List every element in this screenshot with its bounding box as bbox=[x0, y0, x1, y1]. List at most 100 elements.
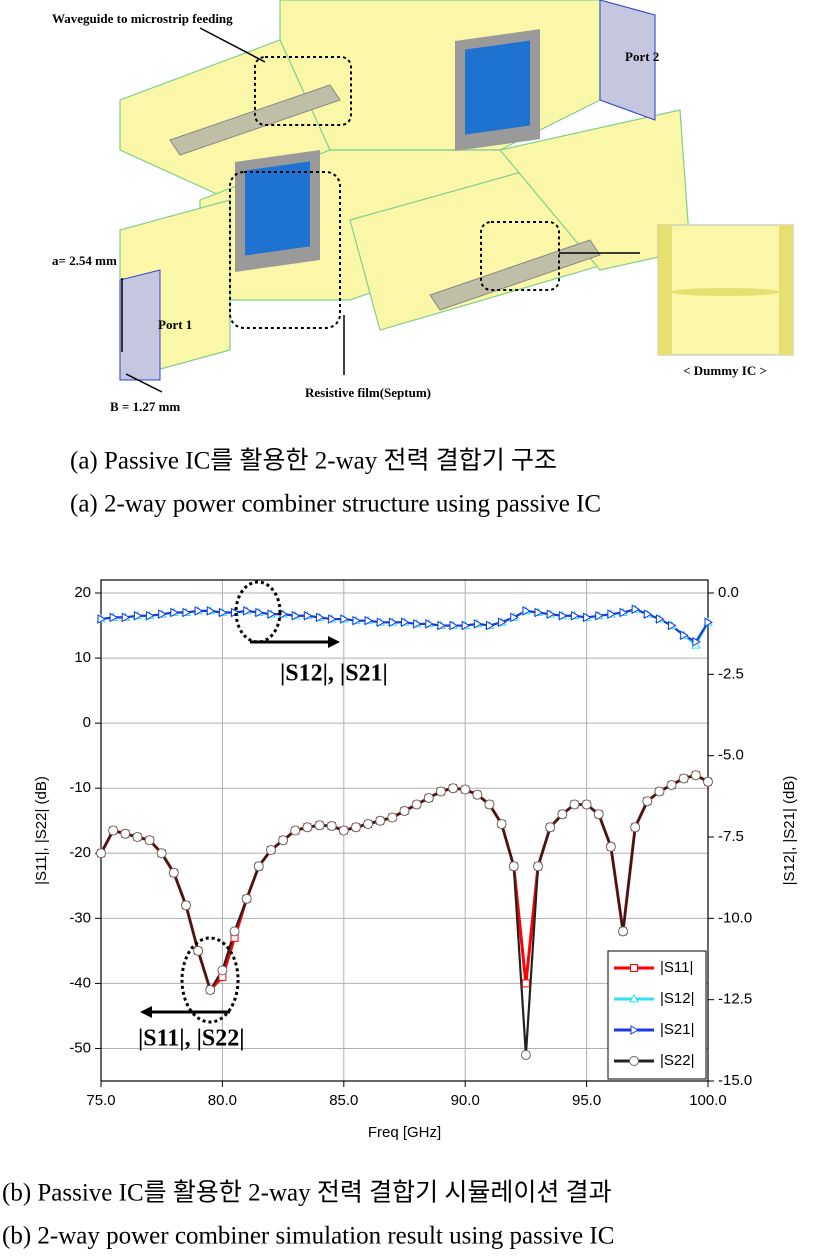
marker bbox=[340, 614, 349, 624]
marker bbox=[642, 796, 653, 807]
marker bbox=[328, 614, 337, 624]
marker bbox=[121, 612, 131, 623]
caption: (b) 2-way power combiner simulation resu… bbox=[2, 1223, 614, 1250]
marker bbox=[569, 799, 580, 810]
marker bbox=[387, 812, 398, 823]
marker bbox=[680, 630, 689, 641]
x-tick-label: 90.0 bbox=[451, 1092, 480, 1109]
y-tick-label: -30 bbox=[69, 909, 91, 926]
marker bbox=[108, 825, 119, 836]
y-tick-label: 20 bbox=[74, 584, 91, 601]
marker bbox=[605, 841, 616, 852]
marker bbox=[473, 619, 483, 629]
y-tick-label: 0 bbox=[83, 714, 91, 731]
marker bbox=[302, 822, 313, 833]
marker bbox=[692, 636, 701, 647]
marker bbox=[411, 799, 422, 810]
y2-tick-label: -5.0 bbox=[718, 747, 744, 764]
marker bbox=[435, 786, 446, 797]
marker bbox=[291, 610, 301, 621]
marker bbox=[267, 609, 276, 620]
marker bbox=[521, 979, 530, 988]
x-tick-label: 75.0 bbox=[86, 1092, 115, 1109]
marker bbox=[581, 799, 592, 810]
marker bbox=[156, 848, 167, 859]
plot-frame bbox=[100, 579, 709, 1082]
marker bbox=[607, 609, 616, 620]
marker bbox=[205, 984, 216, 995]
marker bbox=[241, 893, 252, 904]
marker bbox=[413, 619, 422, 629]
marker bbox=[522, 606, 531, 616]
marker bbox=[253, 861, 264, 872]
marker bbox=[316, 612, 325, 623]
caption: (a) 2-way power combiner structure using… bbox=[70, 491, 601, 518]
marker bbox=[217, 965, 228, 976]
marker bbox=[498, 617, 507, 628]
marker bbox=[218, 607, 228, 618]
marker bbox=[629, 993, 639, 1003]
marker bbox=[314, 820, 325, 831]
marker bbox=[654, 786, 665, 797]
marker bbox=[158, 609, 167, 620]
y2-tick-label: 0.0 bbox=[718, 584, 739, 601]
marker bbox=[425, 619, 434, 629]
marker bbox=[510, 612, 519, 623]
marker bbox=[631, 604, 641, 615]
marker bbox=[448, 783, 459, 794]
marker bbox=[619, 607, 629, 618]
marker bbox=[472, 789, 483, 800]
marker bbox=[583, 612, 592, 623]
legend-label: |S11| bbox=[660, 959, 693, 976]
y-tick-label: -10 bbox=[69, 779, 91, 796]
label: Port 2 bbox=[625, 49, 659, 64]
marker bbox=[558, 610, 568, 621]
marker bbox=[485, 620, 495, 631]
marker bbox=[570, 610, 580, 621]
x-tick-label: 85.0 bbox=[329, 1092, 358, 1109]
marker bbox=[170, 607, 179, 618]
marker bbox=[655, 614, 665, 624]
marker bbox=[376, 617, 386, 628]
marker bbox=[229, 926, 240, 937]
label: B = 1.27 mm bbox=[110, 399, 180, 414]
x-tick-label: 100.0 bbox=[689, 1092, 727, 1109]
marker bbox=[96, 848, 106, 859]
marker bbox=[338, 825, 349, 836]
marker bbox=[593, 809, 604, 820]
marker bbox=[423, 792, 434, 803]
marker bbox=[460, 784, 471, 795]
marker bbox=[484, 799, 495, 810]
label: Port 1 bbox=[158, 317, 192, 332]
marker bbox=[546, 609, 556, 620]
marker bbox=[678, 773, 689, 784]
marker bbox=[255, 607, 264, 618]
marker bbox=[194, 606, 204, 616]
marker bbox=[629, 1056, 639, 1066]
marker bbox=[520, 1049, 531, 1060]
y-tick-label: 10 bbox=[74, 649, 91, 666]
marker bbox=[352, 615, 361, 626]
marker bbox=[132, 832, 143, 843]
marker bbox=[449, 620, 459, 631]
x-axis-label: Freq [GHz] bbox=[368, 1124, 441, 1141]
marker bbox=[690, 770, 701, 781]
x-tick-label: 80.0 bbox=[208, 1092, 237, 1109]
marker bbox=[146, 610, 155, 621]
marker bbox=[168, 867, 179, 878]
marker bbox=[265, 845, 276, 856]
marker bbox=[180, 900, 191, 911]
label: < Dummy IC > bbox=[683, 363, 767, 378]
marker bbox=[703, 776, 713, 787]
marker bbox=[182, 607, 191, 618]
marker bbox=[630, 1025, 640, 1035]
annotation: |S11|, |S22| bbox=[138, 1026, 245, 1052]
y-tick-label: -40 bbox=[69, 974, 91, 991]
marker bbox=[595, 610, 604, 621]
marker bbox=[643, 609, 653, 620]
y2-tick-label: -2.5 bbox=[718, 665, 744, 682]
y2-axis-label: |S12|, |S21| (dB) bbox=[781, 776, 798, 886]
marker bbox=[508, 861, 519, 872]
y2-tick-label: -12.5 bbox=[718, 991, 752, 1008]
